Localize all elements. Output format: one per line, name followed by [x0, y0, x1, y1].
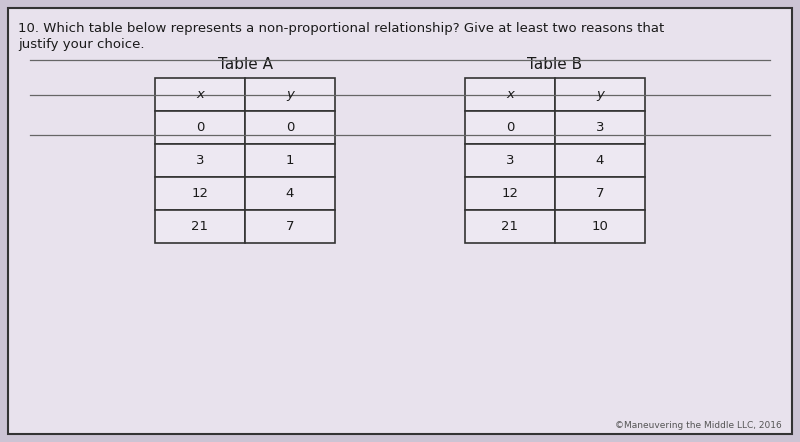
Bar — [465, 144, 555, 177]
Bar — [465, 78, 555, 111]
Bar — [555, 177, 645, 210]
Bar — [555, 210, 645, 243]
Bar — [555, 78, 645, 111]
Text: y: y — [596, 88, 604, 101]
Text: Table B: Table B — [527, 57, 582, 72]
Text: 12: 12 — [502, 187, 518, 200]
Text: 0: 0 — [286, 121, 294, 134]
Text: x: x — [196, 88, 204, 101]
Text: 4: 4 — [596, 154, 604, 167]
Text: 7: 7 — [286, 220, 294, 233]
Text: 21: 21 — [502, 220, 518, 233]
Text: 10. Which table below represents a non-proportional relationship? Give at least : 10. Which table below represents a non-p… — [18, 22, 664, 35]
Text: 0: 0 — [506, 121, 514, 134]
Bar — [155, 177, 245, 210]
Bar — [155, 210, 245, 243]
Bar — [245, 177, 335, 210]
Text: y: y — [286, 88, 294, 101]
Text: 4: 4 — [286, 187, 294, 200]
Bar — [155, 111, 245, 144]
Text: 3: 3 — [506, 154, 514, 167]
Bar — [245, 111, 335, 144]
Text: 21: 21 — [191, 220, 209, 233]
Text: ©Maneuvering the Middle LLC, 2016: ©Maneuvering the Middle LLC, 2016 — [615, 421, 782, 430]
Bar — [465, 111, 555, 144]
Text: 7: 7 — [596, 187, 604, 200]
Text: x: x — [506, 88, 514, 101]
Bar — [245, 78, 335, 111]
Text: Table A: Table A — [218, 57, 273, 72]
Text: 3: 3 — [196, 154, 204, 167]
Text: 12: 12 — [191, 187, 209, 200]
Bar — [465, 210, 555, 243]
Bar — [245, 144, 335, 177]
Text: 0: 0 — [196, 121, 204, 134]
Bar — [155, 144, 245, 177]
Bar — [155, 78, 245, 111]
Bar — [245, 210, 335, 243]
Text: 1: 1 — [286, 154, 294, 167]
Text: 10: 10 — [591, 220, 609, 233]
Bar — [555, 144, 645, 177]
Bar — [465, 177, 555, 210]
Text: 3: 3 — [596, 121, 604, 134]
Bar — [555, 111, 645, 144]
Text: justify your choice.: justify your choice. — [18, 38, 145, 51]
